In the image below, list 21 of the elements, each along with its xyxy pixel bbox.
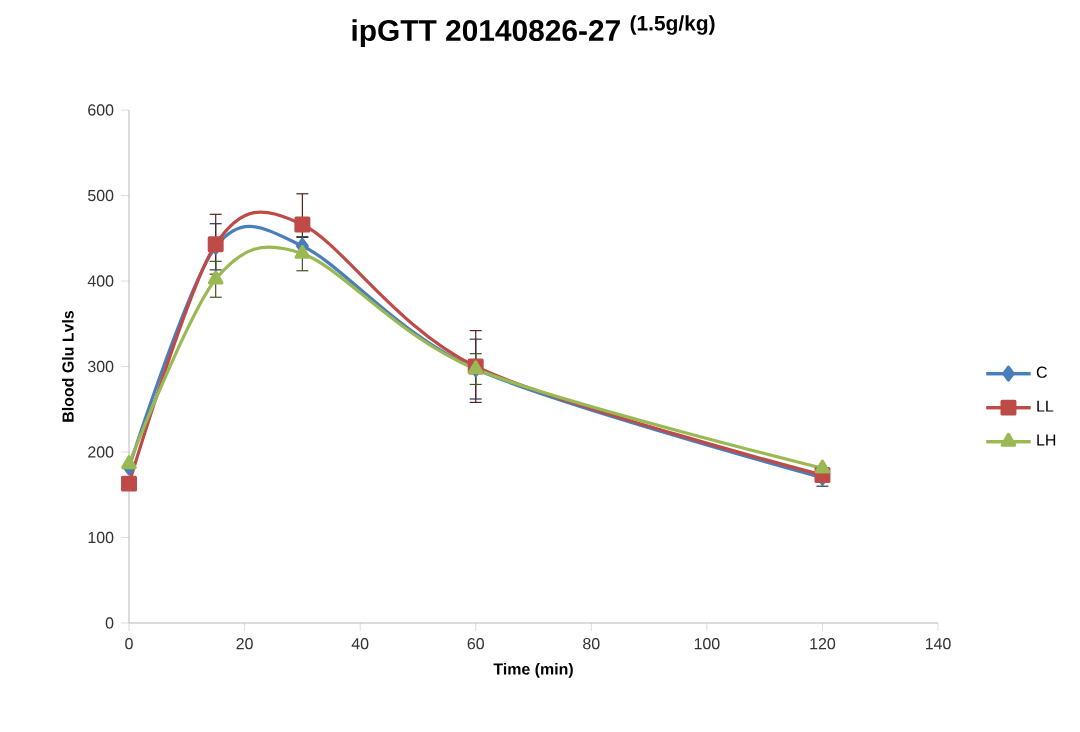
y-tick-label: 600 [88, 104, 114, 116]
y-tick-label: 0 [105, 617, 114, 629]
y-tick-label: 200 [88, 446, 114, 458]
x-tick-label: 20 [236, 638, 253, 650]
x-tick-label: 140 [925, 638, 951, 650]
x-tick-label: 0 [125, 638, 133, 650]
legend-label: LL [1037, 400, 1054, 412]
chart-title: ipGTT 20140826-27 $^{(1.5g/kg)}$ [352, 15, 715, 47]
legend-label: C [1036, 366, 1047, 378]
y-tick-label: 500 [88, 189, 114, 202]
x-tick-label: 60 [467, 638, 484, 650]
x-tick-label: 40 [351, 638, 369, 650]
y-tick-label: 300 [87, 360, 114, 373]
y-tick-label: 400 [87, 275, 114, 287]
legend-label: LH [1037, 434, 1056, 446]
x-tick-label: 80 [583, 638, 600, 650]
x-axis-title: Time (min) [493, 662, 573, 678]
y-axis-title: Blood Glu Lvls [61, 310, 74, 422]
x-tick-label: 120 [810, 638, 836, 650]
x-tick-label: 100 [694, 638, 720, 650]
y-tick-label: 100 [88, 531, 114, 544]
